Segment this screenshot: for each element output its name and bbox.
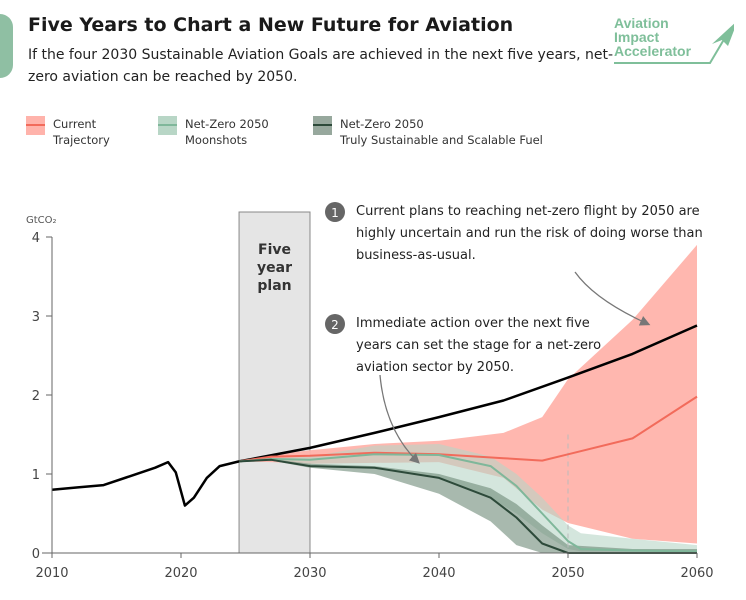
y-tick-label: 0	[32, 547, 40, 562]
paper-plane-arrow-icon	[614, 23, 734, 64]
five-year-plan-highlight	[238, 211, 311, 554]
x-tick-label: 2060	[680, 566, 713, 581]
x-tick-label: 2030	[293, 566, 326, 581]
history_bau-line	[51, 324, 698, 507]
legend-swatch	[26, 116, 45, 135]
moonshots-line	[238, 453, 698, 553]
logo-text: Aviation Impact Accelerator	[614, 15, 692, 59]
x-tick-label: 2020	[164, 566, 197, 581]
moonshots-band	[239, 444, 697, 552]
current-band	[239, 244, 697, 544]
legend-swatch	[158, 116, 177, 135]
legend-item-current: Current Trajectory	[26, 116, 110, 148]
annotation-1-number: 1	[331, 206, 339, 220]
legend-label: Net-Zero 2050	[185, 117, 269, 131]
legend-label: Truly Sustainable and Scalable Fuel	[340, 133, 543, 147]
legend-swatch	[313, 116, 332, 135]
legend-item-moonshots: Net-Zero 2050 Moonshots	[158, 116, 269, 148]
annotation-2-badge	[325, 314, 345, 334]
annotation-2-number: 2	[331, 318, 339, 332]
legend-label: Moonshots	[185, 133, 248, 147]
annotation-1-arrow	[574, 271, 651, 326]
annotation-2-arrow	[379, 374, 420, 464]
y-axis-label: GtCO₂	[26, 215, 57, 226]
y-tick-label: 2	[32, 389, 40, 404]
y-tick-label: 1	[32, 468, 40, 483]
legend-label: Net-Zero 2050	[340, 117, 424, 131]
annotation-1-badge	[325, 202, 345, 222]
sustainable-band	[239, 459, 697, 553]
logo: Aviation Impact Accelerator	[614, 16, 734, 66]
subtitle: If the four 2030 Sustainable Aviation Go…	[28, 47, 613, 85]
legend-label: Current	[53, 117, 97, 131]
y-tick-label: 4	[32, 231, 40, 246]
x-tick-label: 2040	[422, 566, 455, 581]
five-year-plan-label: Five year plan	[257, 242, 292, 294]
x-tick-label: 2010	[35, 566, 68, 581]
legend-item-sustainable: Net-Zero 2050 Truly Sustainable and Scala…	[313, 116, 543, 148]
current-line	[238, 395, 698, 463]
page-title: Five Years to Chart a New Future for Avi…	[28, 14, 514, 36]
y-tick-label: 3	[32, 310, 40, 325]
x-tick-label: 2050	[551, 566, 584, 581]
accent-bar	[0, 14, 13, 78]
annotation-2-text: Immediate action over the next five year…	[356, 316, 602, 375]
annotation-1-text: Current plans to reaching net-zero fligh…	[356, 204, 703, 263]
legend-label: Trajectory	[53, 133, 110, 147]
